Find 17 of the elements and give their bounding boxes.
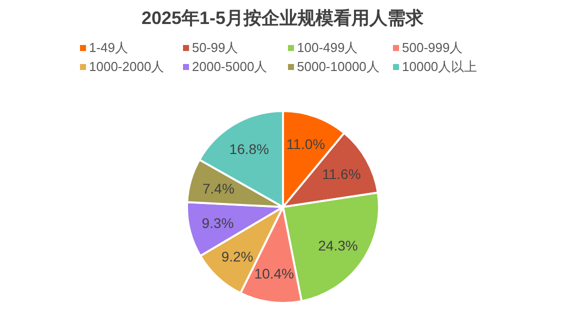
data-label: 11.6%	[322, 166, 361, 182]
data-label: 7.4%	[202, 180, 234, 196]
chart-title: 2025年1-5月按企业规模看用人需求	[141, 8, 425, 28]
data-label: 9.3%	[202, 215, 234, 232]
legend-label: 50-99人	[192, 40, 238, 55]
legend-label: 5000-10000人	[297, 59, 380, 74]
legend-label: 1-49人	[89, 40, 128, 55]
legend-label: 1000-2000人	[89, 59, 164, 74]
data-label: 16.8%	[229, 140, 270, 157]
data-label: 24.3%	[318, 238, 358, 254]
legend-label: 100-499人	[297, 40, 358, 55]
legend-label: 500-999人	[402, 40, 463, 55]
legend-label: 10000人以上	[402, 59, 478, 74]
data-label: 9.2%	[221, 248, 254, 264]
legend-label: 2000-5000人	[192, 59, 268, 74]
data-label: 11.0%	[286, 136, 326, 152]
data-label: 10.4%	[254, 266, 294, 282]
